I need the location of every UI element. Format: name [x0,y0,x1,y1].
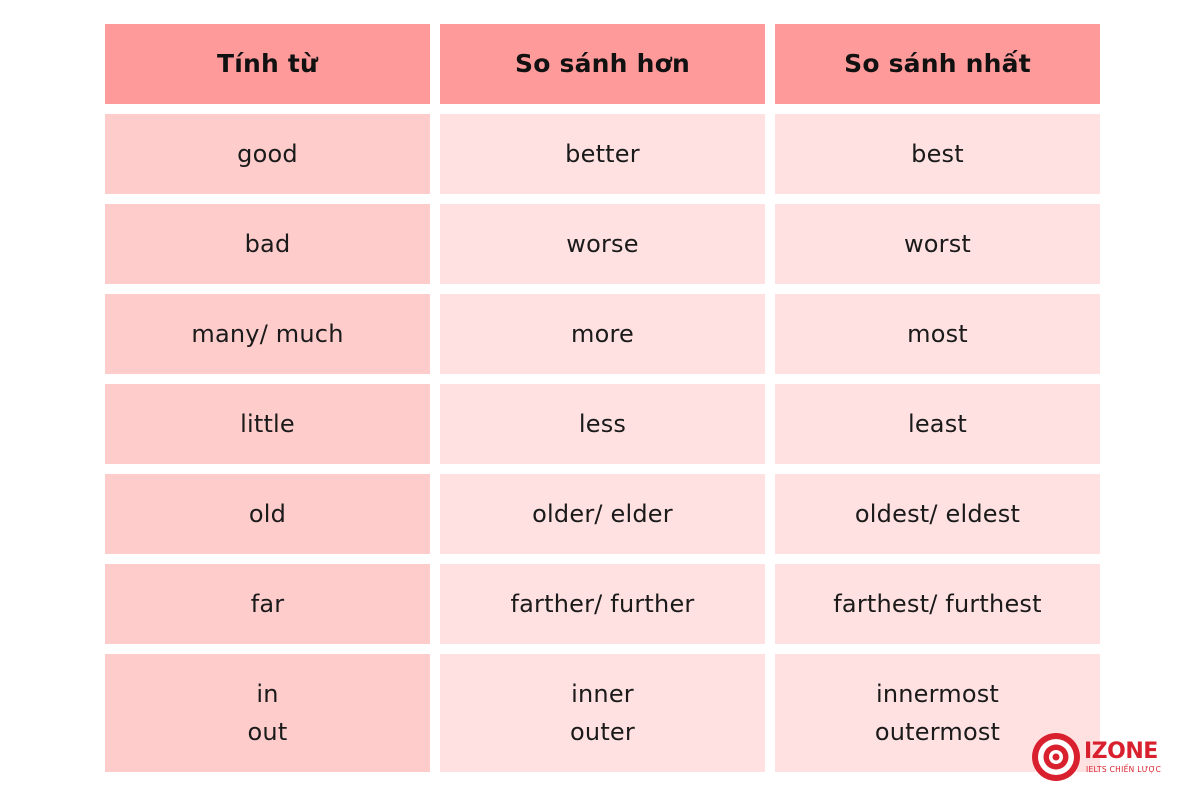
table-cell-superlative: farthest/ furthest [775,564,1100,644]
header-comparative: So sánh hơn [440,24,765,104]
table-cell-adjective: bad [105,204,430,284]
table-cell-comparative: less [440,384,765,464]
table-cell-comparative: more [440,294,765,374]
comparison-table: Tính từ So sánh hơn So sánh nhất good be… [105,24,1100,772]
logo-tagline: IELTS CHIẾN LƯỢC [1086,765,1162,774]
table-cell-adjective: old [105,474,430,554]
table-cell-superlative: least [775,384,1100,464]
table-cell-superlative: worst [775,204,1100,284]
table-cell-superlative: innermost outermost [775,654,1100,772]
table-cell-adjective: good [105,114,430,194]
table-cell-superlative: oldest/ eldest [775,474,1100,554]
table-cell-superlative: best [775,114,1100,194]
table-cell-comparative: better [440,114,765,194]
table-cell-adjective: in out [105,654,430,772]
header-adjective: Tính từ [105,24,430,104]
table-cell-adjective: little [105,384,430,464]
table-cell-comparative: inner outer [440,654,765,772]
table-cell-adjective: far [105,564,430,644]
table-cell-comparative: older/ elder [440,474,765,554]
logo-wordmark: IZONE [1084,739,1158,764]
table-cell-superlative: most [775,294,1100,374]
target-logo-icon [1032,733,1080,781]
table-cell-comparative: farther/ further [440,564,765,644]
izone-logo: IZONE IELTS CHIẾN LƯỢC [1030,731,1170,787]
table-cell-adjective: many/ much [105,294,430,374]
header-superlative: So sánh nhất [775,24,1100,104]
table-cell-comparative: worse [440,204,765,284]
